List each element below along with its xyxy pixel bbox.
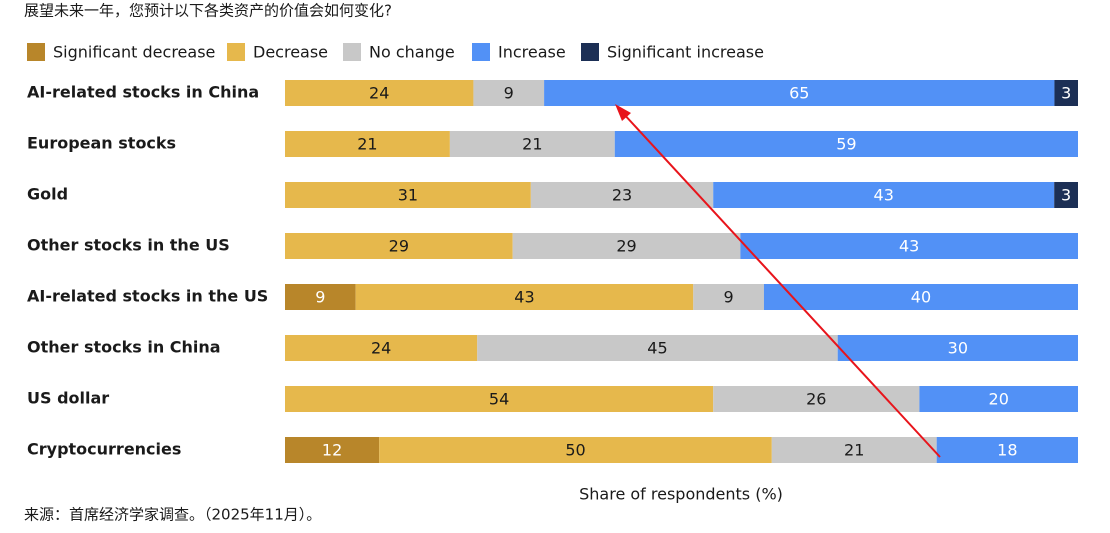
value-label: 3 bbox=[1061, 186, 1071, 205]
value-label: 21 bbox=[522, 135, 542, 154]
value-label: 24 bbox=[369, 84, 389, 103]
value-label: 29 bbox=[616, 237, 636, 256]
legend-label: Significant increase bbox=[607, 43, 764, 62]
value-label: 54 bbox=[489, 390, 509, 409]
legend-label: Decrease bbox=[253, 43, 328, 62]
bar-segment bbox=[285, 335, 478, 361]
legend-swatch bbox=[343, 43, 361, 61]
bar-segment bbox=[449, 131, 615, 157]
bar-segment bbox=[837, 335, 1078, 361]
legend-swatch bbox=[27, 43, 45, 61]
plot-area: Significant decrease Decrease No change Inc… bbox=[27, 43, 1078, 463]
value-label: 21 bbox=[844, 441, 864, 460]
value-label: 40 bbox=[911, 288, 931, 307]
bar-segment bbox=[740, 233, 1078, 259]
legend-label: Significant decrease bbox=[53, 43, 215, 62]
value-label: 65 bbox=[789, 84, 809, 103]
y-tick-label: Cryptocurrencies bbox=[27, 440, 181, 459]
y-tick-label: AI-related stocks in the US bbox=[27, 287, 268, 306]
bar-segment bbox=[763, 284, 1078, 310]
annotation-arrow bbox=[615, 104, 941, 458]
source-note: 来源：首席经济学家调查。（2025年11月）。 bbox=[24, 506, 321, 524]
value-label: 50 bbox=[565, 441, 585, 460]
value-label: 30 bbox=[948, 339, 968, 358]
value-label: 31 bbox=[398, 186, 418, 205]
arrow-head bbox=[615, 104, 631, 121]
value-label: 20 bbox=[989, 390, 1009, 409]
value-label: 26 bbox=[806, 390, 826, 409]
bar-segment bbox=[713, 182, 1055, 208]
bar-segment bbox=[285, 437, 380, 463]
legend-swatch bbox=[227, 43, 245, 61]
bar-segment bbox=[473, 80, 545, 106]
y-tick-label: European stocks bbox=[27, 134, 176, 153]
bar-segment bbox=[285, 284, 356, 310]
bar-segment bbox=[1054, 182, 1078, 208]
value-label: 9 bbox=[724, 288, 734, 307]
value-label: 43 bbox=[514, 288, 534, 307]
bar-segment bbox=[614, 131, 1078, 157]
legend-swatch bbox=[581, 43, 599, 61]
y-tick-label: Gold bbox=[27, 185, 68, 204]
bar-segment bbox=[530, 182, 714, 208]
bar-segment bbox=[477, 335, 838, 361]
bar-segment bbox=[379, 437, 772, 463]
value-label: 45 bbox=[647, 339, 667, 358]
bar-segment bbox=[512, 233, 741, 259]
bar-segment bbox=[285, 80, 474, 106]
legend-swatch bbox=[472, 43, 490, 61]
value-label: 9 bbox=[504, 84, 514, 103]
bar-segment bbox=[693, 284, 764, 310]
arrow-line bbox=[621, 111, 941, 458]
bar-segment bbox=[285, 386, 714, 412]
legend-label: No change bbox=[369, 43, 455, 62]
value-label: 12 bbox=[322, 441, 342, 460]
bar-segment bbox=[544, 80, 1055, 106]
value-label: 43 bbox=[899, 237, 919, 256]
y-tick-label: US dollar bbox=[27, 389, 109, 408]
bar-segment bbox=[936, 437, 1078, 463]
bar-segment bbox=[355, 284, 694, 310]
value-label: 3 bbox=[1061, 84, 1071, 103]
value-label: 23 bbox=[612, 186, 632, 205]
legend-label: Increase bbox=[498, 43, 566, 62]
bar-segment bbox=[1054, 80, 1078, 106]
value-label: 9 bbox=[315, 288, 325, 307]
y-tick-label: Other stocks in the US bbox=[27, 236, 230, 255]
value-label: 18 bbox=[997, 441, 1017, 460]
value-label: 29 bbox=[389, 237, 409, 256]
value-label: 24 bbox=[371, 339, 391, 358]
value-label: 59 bbox=[836, 135, 856, 154]
value-label: 21 bbox=[357, 135, 377, 154]
chart-title: 展望未来一年，您预计以下各类资产的价值会如何变化? bbox=[24, 2, 392, 20]
y-tick-label: AI-related stocks in China bbox=[27, 83, 259, 102]
bar-segment bbox=[713, 386, 920, 412]
bar-segment bbox=[285, 233, 513, 259]
value-label: 43 bbox=[874, 186, 894, 205]
y-tick-label: Other stocks in China bbox=[27, 338, 221, 357]
bar-segment bbox=[285, 131, 450, 157]
x-axis-label: Share of respondents (%) bbox=[579, 485, 783, 504]
bar-segment bbox=[285, 182, 531, 208]
bar-segment bbox=[919, 386, 1078, 412]
bar-segment bbox=[771, 437, 937, 463]
